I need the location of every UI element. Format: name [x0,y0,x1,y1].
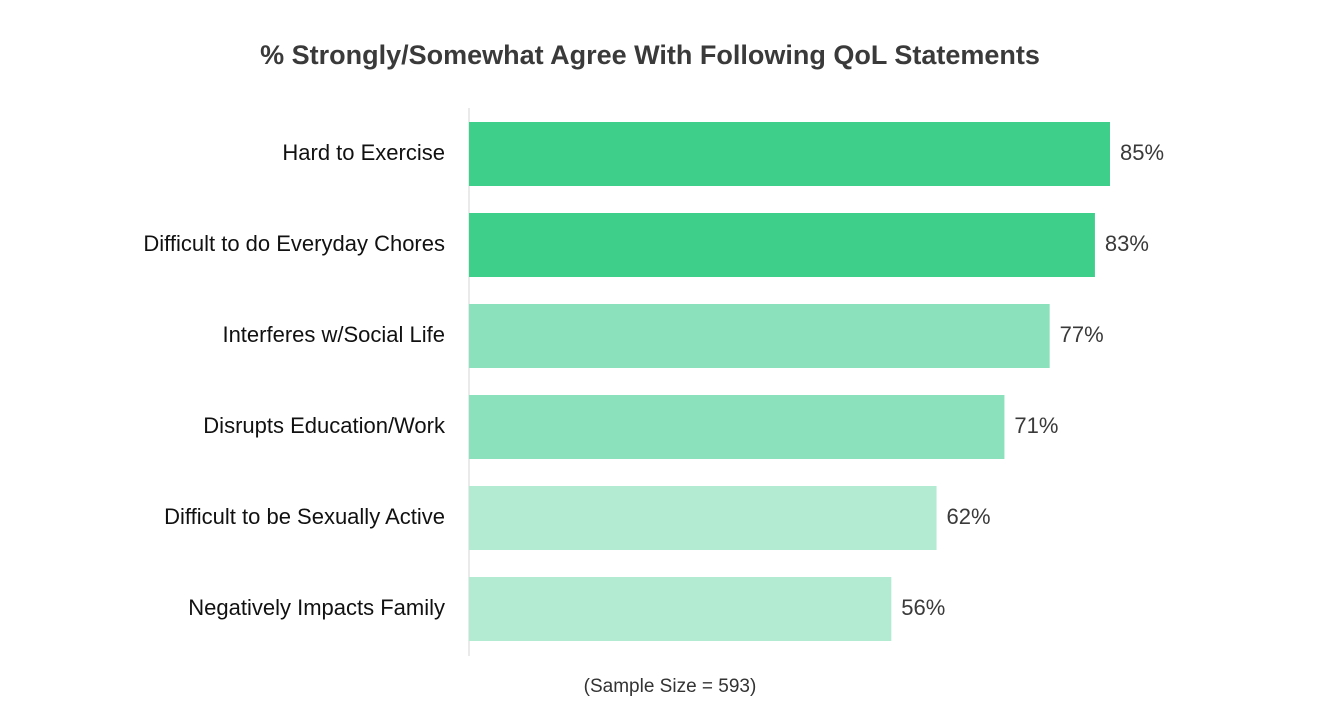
value-label: 71% [1014,413,1058,438]
bar-row: Difficult to be Sexually Active 62% [164,486,991,550]
category-label: Hard to Exercise [282,140,445,165]
bar [469,213,1095,277]
category-label: Negatively Impacts Family [188,595,445,620]
category-label: Difficult to do Everyday Chores [143,231,445,256]
category-label: Difficult to be Sexually Active [164,504,445,529]
bar-row: Disrupts Education/Work 71% [203,395,1058,459]
bar-row: Negatively Impacts Family 56% [188,577,945,641]
category-label: Disrupts Education/Work [203,413,446,438]
bar-row: Difficult to do Everyday Chores 83% [143,213,1149,277]
bar [469,122,1110,186]
bar [469,486,937,550]
value-label: 83% [1105,231,1149,256]
value-label: 85% [1120,140,1164,165]
bars-layer: Hard to Exercise 85% Difficult to do Every… [143,122,1164,641]
bar-row: Interferes w/Social Life 77% [222,304,1104,368]
bar [469,304,1050,368]
bar [469,577,892,641]
category-label: Interferes w/Social Life [222,322,445,347]
value-label: 56% [901,595,945,620]
chart-title: % Strongly/Somewhat Agree With Following… [260,40,1040,70]
value-label: 62% [947,504,991,529]
bar [469,395,1005,459]
sample-size-note: (Sample Size = 593) [583,676,757,697]
value-label: 77% [1060,322,1104,347]
bar-row: Hard to Exercise 85% [282,122,1164,186]
